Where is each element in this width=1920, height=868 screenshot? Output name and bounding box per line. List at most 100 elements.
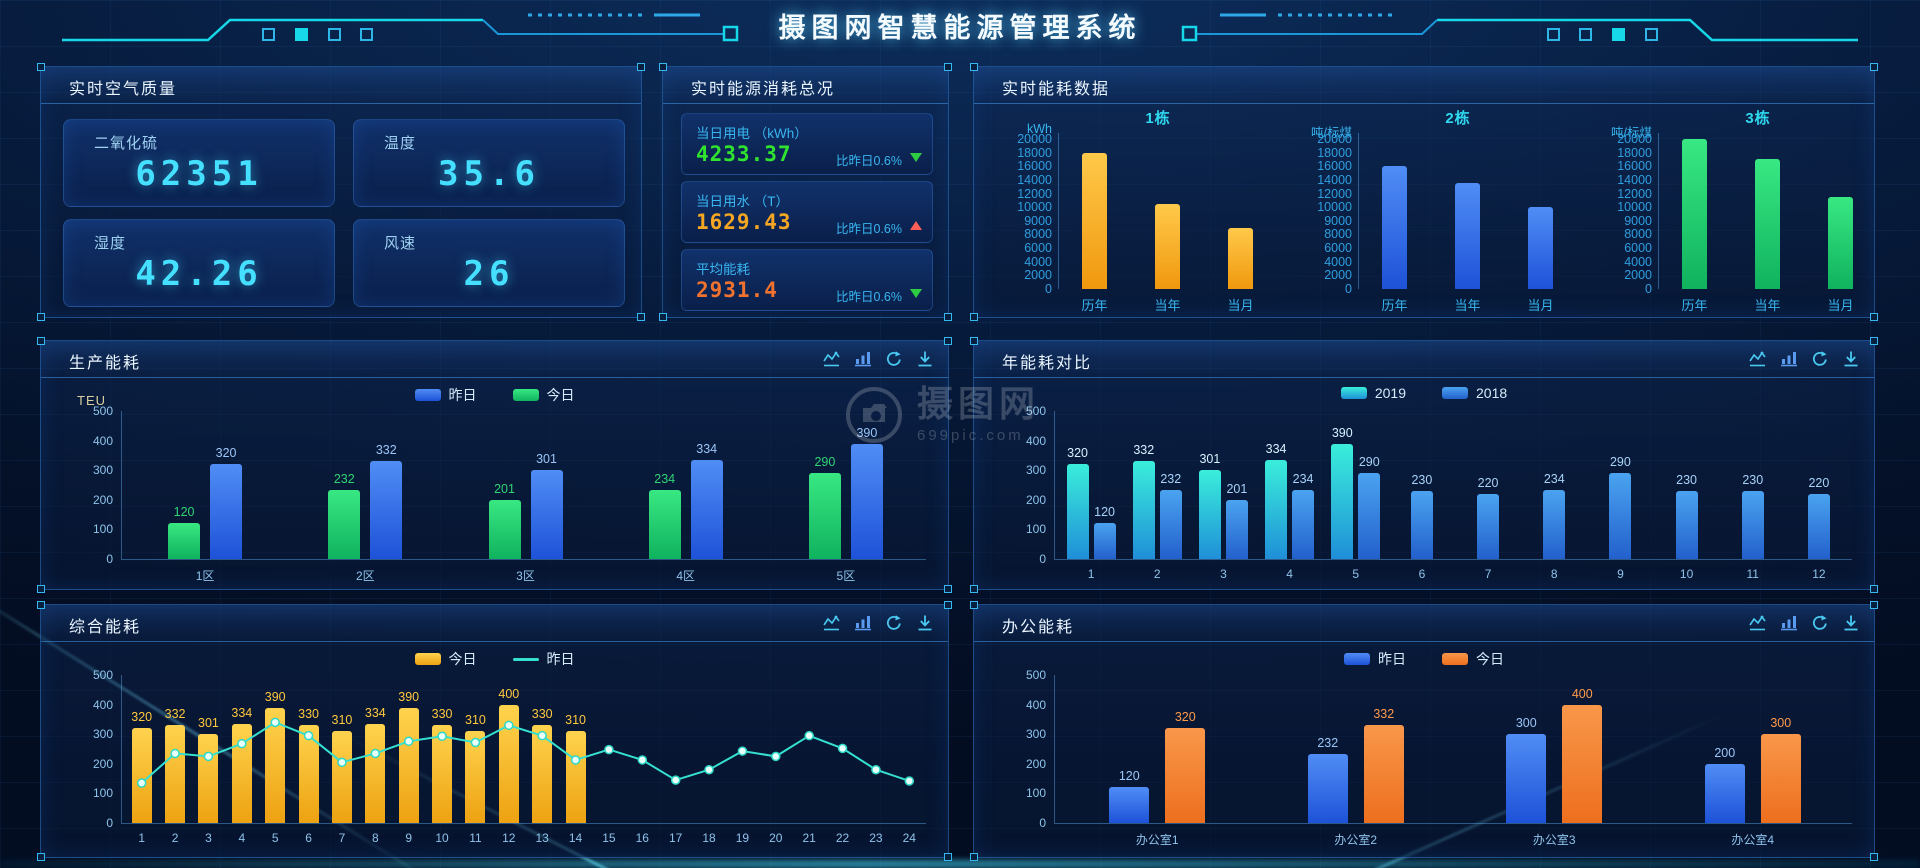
bar-value-label: 332 <box>164 706 186 721</box>
download-icon[interactable] <box>916 350 934 368</box>
y-axis-line <box>121 411 122 559</box>
bar <box>1331 443 1354 559</box>
x-axis-label: 13 <box>535 831 549 845</box>
bar <box>1225 499 1248 559</box>
legend-label: 昨日 <box>448 387 477 403</box>
download-icon[interactable] <box>1842 350 1860 368</box>
bar <box>1307 754 1348 823</box>
legend-swatch <box>512 657 539 661</box>
bar-value-label: 390 <box>856 425 878 440</box>
y-tick-label: 300 <box>92 463 113 478</box>
x-axis-label: 22 <box>835 831 850 845</box>
line-chart-icon[interactable] <box>823 350 841 368</box>
y-tick-label: 16000 <box>1317 159 1352 174</box>
line-marker <box>604 744 614 755</box>
bar <box>331 731 352 823</box>
legend-2019[interactable]: 2019 <box>1340 385 1406 401</box>
air-stat-card: 风速 26 <box>353 219 625 307</box>
line-chart-icon[interactable] <box>1749 614 1767 632</box>
summary-trend-label: 比昨日0.6% <box>836 154 902 168</box>
line-chart-icon[interactable] <box>823 614 841 632</box>
air-stat-card: 温度 35.6 <box>353 119 625 207</box>
bar-value-label: 301 <box>1199 451 1221 466</box>
y-tick-label: 8000 <box>1624 227 1652 242</box>
legend-昨日[interactable]: 昨日 <box>512 649 575 669</box>
bar-chart-icon[interactable] <box>1780 350 1798 368</box>
air-stat-card: 二氧化硫 62351 <box>63 119 335 207</box>
air-stat-card: 湿度 42.26 <box>63 219 335 307</box>
y-tick-label: 12000 <box>1317 186 1352 201</box>
y-tick-label: 18000 <box>1617 145 1652 160</box>
panel-comprehensive-energy: 综合能耗 今日 昨日 500 400 300 200 100 0 320 1 332 2 301 3 334… <box>37 601 952 861</box>
header: 摄图网智慧能源管理系统 <box>0 0 1920 56</box>
bar-value-label: 230 <box>1676 472 1697 487</box>
refresh-icon[interactable] <box>1811 614 1829 632</box>
bar <box>1132 460 1155 559</box>
legend-label: 昨日 <box>546 651 575 667</box>
line-marker <box>337 757 347 768</box>
bar-value-label: 290 <box>814 455 836 470</box>
bar <box>850 443 883 559</box>
bar-chart-icon[interactable] <box>854 350 872 368</box>
y-tick-label: 300 <box>92 727 113 742</box>
bar <box>298 725 319 823</box>
legend-今日[interactable]: 今日 <box>512 385 575 405</box>
bar-value-label: 234 <box>1543 471 1565 486</box>
panel-header: 生产能耗 <box>41 341 948 378</box>
bar-value-label: 201 <box>1226 481 1248 496</box>
legend-swatch <box>414 653 441 665</box>
bar <box>1755 159 1780 289</box>
bar-value-label: 320 <box>1174 710 1196 725</box>
panel-realtime-energy: 实时能耗数据 1栋 kWh 20000 18000 16000 14000 12000 100… <box>970 63 1878 321</box>
bar <box>1477 493 1500 559</box>
bar-chart-icon[interactable] <box>1780 614 1798 632</box>
panel-title: 综合能耗 <box>69 619 142 636</box>
x-axis-label: 6 <box>1418 567 1426 581</box>
x-axis-label: 19 <box>735 831 750 845</box>
y-tick-label: 2000 <box>1624 268 1652 283</box>
refresh-icon[interactable] <box>1811 350 1829 368</box>
bar-value-label: 330 <box>298 707 319 722</box>
bar-value-label: 230 <box>1411 472 1433 487</box>
bar <box>1198 469 1221 559</box>
x-axis-label: 办公室3 <box>1532 833 1576 847</box>
panel-header: 实时能源消耗总况 <box>663 67 948 104</box>
circuit-decoration-left <box>62 13 739 42</box>
bar <box>1165 728 1206 823</box>
stat-label: 二氧化硫 <box>94 135 159 152</box>
y-tick-label: 16000 <box>1017 159 1052 174</box>
x-axis-label: 办公室4 <box>1731 833 1775 847</box>
legend-昨日[interactable]: 昨日 <box>414 385 477 405</box>
x-axis-label: 5区 <box>836 569 856 583</box>
line-marker <box>437 731 447 742</box>
y-axis-line <box>1054 675 1055 823</box>
bar <box>1159 490 1182 559</box>
download-icon[interactable] <box>1842 614 1860 632</box>
x-axis-label: 7 <box>338 831 346 845</box>
bar <box>210 464 243 559</box>
y-tick-label: 20000 <box>1617 132 1652 146</box>
line-chart-icon[interactable] <box>1749 350 1767 368</box>
line-marker <box>170 748 180 759</box>
line-marker <box>370 748 381 759</box>
y-tick-label: 100 <box>92 786 113 801</box>
bar <box>1704 763 1745 823</box>
bar-value-label: 310 <box>465 713 486 728</box>
y-tick-label: 20000 <box>1017 132 1052 146</box>
x-axis-label: 10 <box>435 831 449 845</box>
x-axis-label: 12 <box>1812 567 1826 581</box>
legend-2018[interactable]: 2018 <box>1442 385 1507 401</box>
refresh-icon[interactable] <box>885 350 903 368</box>
legend-今日[interactable]: 今日 <box>1442 649 1504 669</box>
x-axis-label: 16 <box>635 831 649 845</box>
panel-toolbar <box>823 341 934 377</box>
bar-chart-icon[interactable] <box>854 614 872 632</box>
y-tick-label: 100 <box>92 522 113 537</box>
legend-今日[interactable]: 今日 <box>414 649 477 669</box>
y-tick-label: 0 <box>1345 282 1352 297</box>
legend-昨日[interactable]: 昨日 <box>1344 649 1406 669</box>
download-icon[interactable] <box>916 614 934 632</box>
y-tick-label: 18000 <box>1317 145 1352 160</box>
refresh-icon[interactable] <box>885 614 903 632</box>
